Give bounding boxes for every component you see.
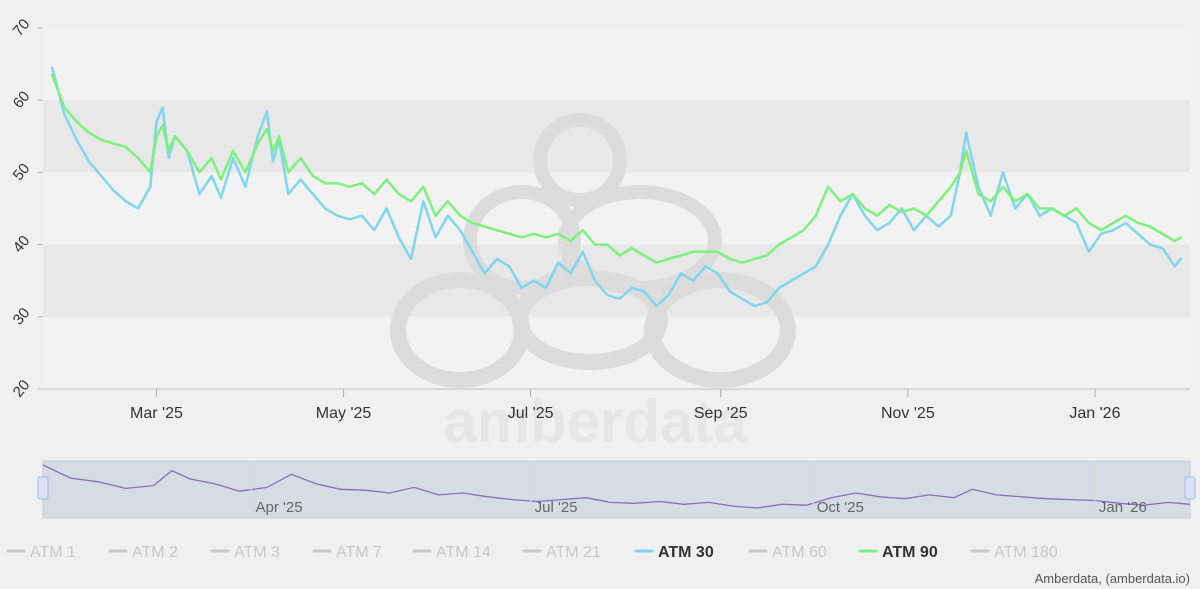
x-tick-label: Mar '25: [130, 405, 183, 422]
legend-item-atm-14[interactable]: ATM 14: [412, 544, 491, 561]
x-tick-label: Sep '25: [694, 405, 748, 422]
legend: ATM 1 ATM 2 ATM 3 ATM 7 ATM 14 ATM 21 ATM 30 AT…: [6, 544, 1058, 561]
legend-item-atm-60[interactable]: ATM 60: [748, 544, 827, 561]
x-tick-label: Jan '26: [1069, 405, 1120, 422]
legend-label: ATM 1: [30, 544, 76, 561]
navigator-handle-left[interactable]: [37, 476, 49, 500]
plot-bands: [43, 28, 1190, 389]
navigator-tick-label: Jul '25: [535, 499, 578, 516]
navigator-tick-label: Jan '26: [1099, 499, 1147, 516]
x-tick-label: Nov '25: [881, 405, 935, 422]
navigator[interactable]: Apr '25 Jul '25 Oct '25 Jan '26: [37, 460, 1196, 519]
legend-item-atm-1[interactable]: ATM 1: [6, 544, 76, 561]
series-line-atm-30[interactable]: [50, 66, 1183, 308]
navigator-tick-label: Oct '25: [817, 499, 864, 516]
legend-label: ATM 7: [336, 544, 382, 561]
legend-label: ATM 21: [546, 544, 601, 561]
legend-label: ATM 180: [994, 544, 1058, 561]
x-tick-label: May '25: [316, 405, 372, 422]
navigator-tick-label: Apr '25: [256, 499, 303, 516]
x-tick-label: Jul '25: [508, 405, 554, 422]
legend-item-atm-21[interactable]: ATM 21: [522, 544, 601, 561]
navigator-mask[interactable]: [42, 460, 1191, 519]
legend-item-atm-7[interactable]: ATM 7: [312, 544, 382, 561]
plot-band: [43, 28, 1190, 101]
credits-link[interactable]: Amberdata, (amberdata.io): [1035, 571, 1190, 586]
legend-label: ATM 90: [882, 544, 938, 561]
x-axis: Mar '25 May '25 Jul '25 Sep '25 Nov '25 Jan '…: [130, 389, 1121, 422]
legend-label: ATM 2: [132, 544, 178, 561]
watermark-text: amberdata: [443, 388, 747, 455]
legend-item-atm-90[interactable]: ATM 90: [858, 544, 938, 561]
legend-label: ATM 3: [234, 544, 280, 561]
legend-item-atm-2[interactable]: ATM 2: [108, 544, 178, 561]
legend-item-atm-30[interactable]: ATM 30: [634, 544, 714, 561]
legend-label: ATM 60: [772, 544, 827, 561]
watermark-ring-top: [533, 113, 627, 207]
legend-item-atm-180[interactable]: ATM 180: [970, 544, 1058, 561]
watermark-ring-bottom-3: [644, 272, 796, 388]
series-line-atm-90[interactable]: [50, 73, 1183, 264]
navigator-series-line: [42, 464, 1191, 509]
series-group: [50, 66, 1183, 308]
legend-label: ATM 30: [658, 544, 714, 561]
navigator-handle-right[interactable]: [1184, 476, 1196, 500]
legend-item-atm-3[interactable]: ATM 3: [210, 544, 280, 561]
legend-label: ATM 14: [436, 544, 491, 561]
